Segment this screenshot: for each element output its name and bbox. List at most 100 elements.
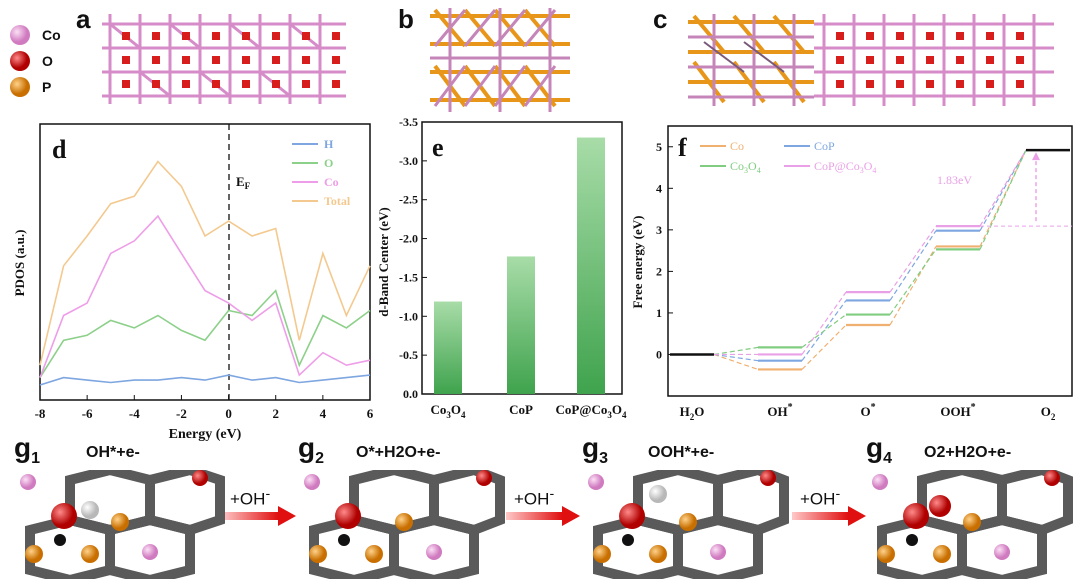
free-energy-connector-Co (801, 324, 847, 370)
pdos-xtick-label: 6 (367, 406, 374, 421)
dband-yticks: -3.5 -3.0 -2.5 -2.0 -1.5 -1.0 -0.5 0.0 (399, 115, 427, 401)
step-g2-label: g2 (298, 432, 325, 467)
pdos-xtick-label: -6 (82, 406, 93, 421)
dband-xcat-label: CoP (509, 402, 533, 417)
pdos-xtick-label: -4 (129, 406, 140, 421)
panel-e-dband-chart: e d-Band Center (eV) -3.5 -3.0 -2.5 -2.0 -1.… (378, 115, 627, 420)
panel-d-label: d (52, 135, 67, 164)
arrow-3-label: +OH- (800, 486, 841, 509)
pdos-line-co (39, 214, 371, 378)
free-energy-ytick-label: 3 (656, 223, 662, 237)
step-g3-structure (582, 470, 789, 579)
dband-xcat-label: Co3O4 (430, 402, 466, 420)
pdos-legend-label: O (324, 156, 333, 170)
free-energy-ytick-label: 5 (656, 140, 662, 154)
panel-b-label: b (398, 4, 414, 34)
free-energy-connector-CoP@Co3O4 (889, 225, 937, 293)
co-atom-swatch (10, 25, 30, 45)
pdos-legend-label: Co (324, 175, 339, 189)
step-g4-label: g4 (866, 432, 893, 467)
dband-ytick-label: -3.0 (399, 154, 418, 168)
pdos-xticks: -8 -6 -4 -2 0 2 4 6 (35, 395, 374, 421)
step-g1-label: g1 (14, 432, 41, 467)
pdos-legend-label: H (324, 137, 334, 151)
dband-ytick-label: -2.5 (399, 193, 418, 207)
free-energy-connector-CoP@Co3O4 (979, 149, 1027, 227)
dband-ytick-label: -0.5 (399, 348, 418, 362)
pdos-line-o (39, 289, 371, 379)
free-energy-xcat-label: O* (860, 402, 875, 419)
free-energy-ytick-label: 2 (656, 264, 662, 278)
pdos-xlabel: Energy (eV) (169, 427, 242, 442)
legend-o-label: O (42, 53, 53, 69)
free-energy-connector-CoP (713, 353, 759, 362)
dband-ylabel: d-Band Center (eV) (378, 207, 391, 317)
pdos-xtick-label: -2 (176, 406, 187, 421)
dband-ytick-label: -1.0 (399, 309, 418, 323)
free-energy-xcat-label: OOH* (940, 402, 975, 419)
step-g1-equation: OH*+e- (86, 444, 140, 461)
free-energy-xcat-label: O2 (1041, 404, 1056, 422)
o-atom-swatch (10, 51, 30, 71)
panel-a-label: a (76, 4, 91, 34)
pdos-line-h (39, 374, 371, 386)
free-energy-legend-label: CoP (814, 139, 835, 153)
dband-bars (434, 137, 605, 395)
dband-bar-0 (434, 301, 462, 394)
free-energy-series (670, 148, 1070, 371)
arrow-1-label: +OH- (230, 486, 271, 509)
dband-ytick-label: 0.0 (403, 387, 418, 401)
panel-e-label: e (432, 133, 444, 162)
free-energy-connector-Co (713, 353, 759, 370)
free-energy-legend-label: Co3O4 (730, 159, 761, 175)
free-energy-legend: Co CoP Co3O4 CoP@Co3O4 (700, 139, 876, 175)
pdos-legend-label: Total (324, 194, 351, 208)
free-energy-xcats: H2O OH* O* OOH* O2 (680, 402, 1056, 422)
free-energy-connector-CoP@Co3O4 (801, 291, 847, 355)
free-energy-connector-Co3O4 (979, 149, 1027, 250)
panel-f-label: f (678, 133, 687, 162)
pdos-ylabel: PDOS (a.u.) (12, 230, 27, 297)
free-energy-connector-Co3O4 (713, 346, 759, 356)
pdos-frame (39, 123, 371, 401)
step-g4-structure (866, 470, 1073, 579)
pdos-series (39, 160, 371, 386)
step-g4-equation: O2+H2O+e- (924, 444, 1012, 461)
step-g1-structure (14, 470, 225, 579)
pdos-legend: HO Co Total (292, 137, 351, 208)
legend-co-label: Co (42, 27, 61, 43)
structure-a-co3o4 (102, 14, 346, 104)
p-atom-swatch (10, 77, 30, 97)
dband-bar-1 (507, 256, 535, 394)
arrow-3-icon (792, 506, 866, 526)
dband-xcats: Co3O4 CoP CoP@Co3O4 (430, 402, 626, 420)
structure-b-cop (430, 8, 570, 112)
panel-f-free-energy-chart: f Free energy (eV) 0 1 2 3 4 5 H2O OH* O* OOH* O2… (630, 125, 1073, 422)
fermi-label: EF (236, 174, 251, 191)
panel-c-label: c (653, 4, 668, 34)
free-energy-legend-label: Co (730, 139, 744, 153)
annotation-label: 1.83eV (937, 173, 972, 187)
pdos-xtick-label: 2 (272, 406, 279, 421)
free-energy-frame (667, 125, 1073, 397)
free-energy-ytick-label: 1 (656, 306, 662, 320)
arrow-1-icon (222, 506, 296, 526)
pdos-xtick-label: 4 (320, 406, 327, 421)
free-energy-connector-Co (979, 149, 1027, 247)
dband-xcat-label: CoP@Co3O4 (556, 402, 627, 420)
step-g3-equation: OOH*+e- (648, 444, 715, 461)
free-energy-xcat-label: H2O (680, 404, 705, 422)
free-energy-annotation: 1.83eV (937, 152, 1072, 227)
free-energy-connector-Co3O4 (801, 314, 847, 348)
free-energy-connector-CoP (801, 300, 847, 362)
structure-c-cop-co3o4 (688, 14, 1054, 106)
arrow-2-icon (506, 506, 580, 526)
free-energy-legend-label: CoP@Co3O4 (814, 159, 876, 175)
step-g3-label: g3 (582, 432, 609, 467)
atom-legend-swatches (10, 25, 30, 97)
dband-bar-2 (577, 137, 605, 395)
free-energy-ytick-label: 0 (656, 347, 662, 361)
dband-ytick-label: -1.5 (399, 270, 418, 284)
pdos-xtick-label: -8 (35, 406, 46, 421)
free-energy-ylabel: Free energy (eV) (630, 216, 645, 309)
